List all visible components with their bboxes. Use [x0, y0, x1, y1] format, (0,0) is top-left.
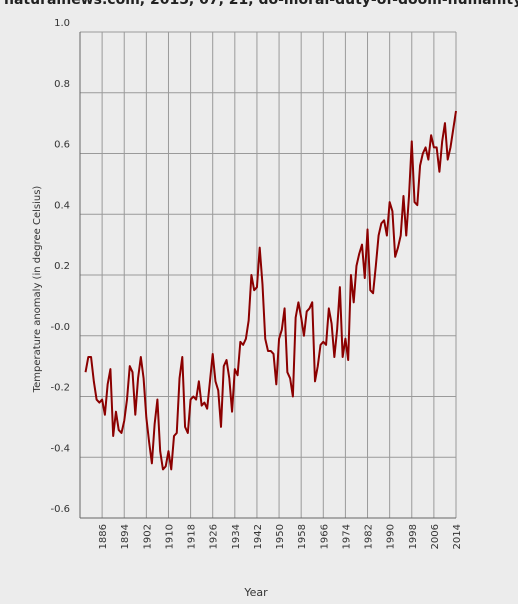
- x-tick-label: 1958: [297, 524, 308, 549]
- x-tick-label: 1926: [209, 524, 220, 549]
- page-header: naturalnews.com, 2015, 07, 21, do-moral-…: [4, 0, 518, 8]
- x-tick-label: 1894: [120, 524, 131, 549]
- y-tick-label: -0.4: [50, 443, 70, 454]
- y-axis-label: Temperature anomaly (in degree Celsius): [32, 186, 43, 394]
- data-line: [84, 110, 457, 471]
- y-tick-label: 0.6: [54, 140, 70, 151]
- y-tick-label: 0.4: [54, 200, 70, 211]
- y-tick-label: -0.0: [50, 322, 70, 333]
- y-tick-label: 0.8: [54, 79, 70, 90]
- x-tick-label: 1990: [386, 524, 397, 549]
- y-tick-label: 1.0: [54, 18, 70, 29]
- x-tick-label: 2014: [452, 524, 463, 549]
- y-tick-label: -0.2: [50, 383, 70, 394]
- x-tick-label: 2006: [430, 524, 441, 549]
- x-tick-label: 1982: [364, 524, 375, 549]
- y-tick-label: -0.6: [50, 504, 70, 515]
- x-tick-label: 1966: [319, 524, 330, 549]
- x-tick-label: 1998: [408, 524, 419, 549]
- x-tick-label: 1942: [253, 524, 264, 549]
- x-tick-label: 1886: [98, 524, 109, 549]
- y-tick-label: 0.2: [54, 261, 70, 272]
- x-tick-label: 1910: [164, 524, 175, 549]
- x-axis-label: Year: [243, 586, 268, 599]
- x-tick-label: 1950: [275, 524, 286, 549]
- x-tick-label: 1934: [231, 524, 242, 549]
- x-tick-label: 1974: [341, 524, 352, 549]
- x-tick-label: 1902: [142, 524, 153, 549]
- x-tick-label: 1918: [187, 524, 198, 549]
